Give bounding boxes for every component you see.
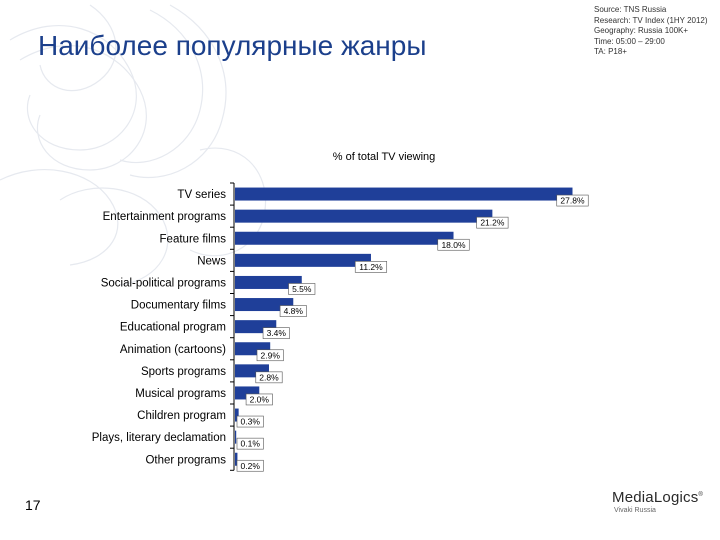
bar xyxy=(235,298,294,312)
data-label-box xyxy=(245,393,273,406)
data-label: 18.0% xyxy=(441,240,466,250)
logo-text: MediaLogics xyxy=(612,489,699,506)
category-label: Sports programs xyxy=(141,366,226,378)
data-label-box xyxy=(476,216,509,229)
data-label-box xyxy=(354,261,388,273)
data-label: 4.8% xyxy=(284,306,304,316)
data-label: 0.1% xyxy=(241,439,261,449)
bar xyxy=(235,430,237,444)
data-label-box xyxy=(236,437,264,450)
bar xyxy=(235,452,238,466)
data-label-box xyxy=(255,371,283,384)
category-label: Documentary films xyxy=(131,300,226,312)
data-label: 21.2% xyxy=(480,218,505,228)
medialogics-logo: MediaLogics® Vivaki Russia xyxy=(612,489,703,514)
data-label-box xyxy=(262,327,290,339)
category-label: Children program xyxy=(137,410,226,422)
data-label: 3.4% xyxy=(267,328,287,338)
page-title: Наиболее популярные жанры xyxy=(38,30,427,61)
data-label: 27.8% xyxy=(560,196,585,206)
bar xyxy=(235,187,573,201)
category-label: Animation (cartoons) xyxy=(120,344,226,356)
data-label: 11.2% xyxy=(359,262,383,272)
category-label: News xyxy=(197,255,226,267)
data-label-box xyxy=(288,283,316,295)
category-label: Musical programs xyxy=(135,388,226,400)
bar xyxy=(235,408,239,422)
data-label-box xyxy=(556,194,589,207)
chart-title: % of total TV viewing xyxy=(332,151,436,163)
category-label: Social-political programs xyxy=(101,277,227,289)
bar xyxy=(235,275,302,289)
bar xyxy=(235,209,493,223)
category-label: Entertainment programs xyxy=(103,211,227,223)
source-note: Source: TNS Russia Research: TV Index (1… xyxy=(594,5,708,56)
category-label: Other programs xyxy=(145,454,226,466)
data-label: 0.2% xyxy=(241,461,261,471)
decorative-swirl-background xyxy=(0,4,267,286)
data-label: 2.0% xyxy=(250,394,270,404)
bar xyxy=(235,253,371,267)
category-label: TV series xyxy=(177,189,226,201)
data-label: 2.8% xyxy=(259,372,279,382)
bar xyxy=(235,231,454,245)
data-label-box xyxy=(236,415,264,428)
data-label: 0.3% xyxy=(241,417,261,427)
category-label: Educational program xyxy=(120,322,226,334)
data-label-box xyxy=(236,459,264,472)
data-label-box xyxy=(437,238,470,251)
data-label: 5.5% xyxy=(292,284,312,294)
logo-subtitle: Vivaki Russia xyxy=(614,507,656,514)
category-label: Feature films xyxy=(160,233,227,245)
category-label: Plays, literary declamation xyxy=(92,432,226,444)
page-number: 17 xyxy=(25,497,41,513)
data-label-box xyxy=(256,349,284,362)
data-label-box xyxy=(279,305,307,317)
logo-trademark: ® xyxy=(698,492,704,498)
data-label: 2.9% xyxy=(261,350,281,360)
